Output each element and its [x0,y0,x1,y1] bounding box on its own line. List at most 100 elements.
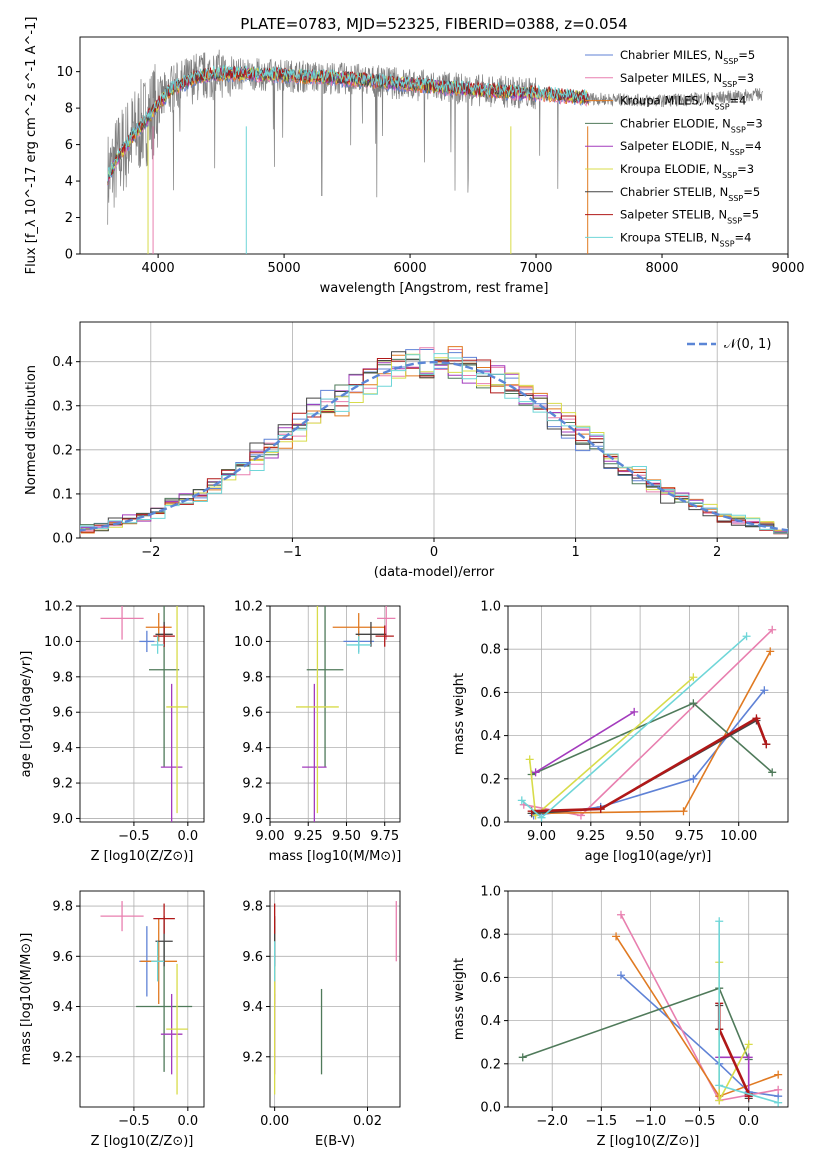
weight-point-marker [774,1085,783,1094]
model-spectrum-line [107,64,589,182]
y-axis-label: age [log10(age/yr)] [19,651,34,778]
x-axis-label: wavelength [Angstrom, rest frame] [320,281,549,296]
x-tick-label: 4000 [142,261,175,276]
plot-mass_vs_Z: −0.5 0.0 9.2 9.4 9.6 9.8 Z [log10(Z/Z⊙)] mass [… [19,890,205,1149]
weight-point-marker [774,1070,783,1079]
y-tick-label: 0.3 [52,399,73,414]
y-tick-label: 0.0 [52,532,73,547]
y-tick-label: 0.6 [480,686,501,701]
weight-point-marker [689,673,698,682]
x-axis-label: mass [log10(M/M⊙)] [269,849,402,864]
axes-frame [269,605,401,823]
y-tick-label: 4 [65,175,73,190]
x-tick-label: 8000 [645,261,678,276]
x-tick-label: −2 [141,545,160,560]
plot-area [80,346,788,536]
weight-point-marker [517,796,526,805]
model-spectrum-line [107,65,589,183]
weight-point-marker [616,910,625,919]
axes-frame [269,890,401,1108]
residual-histogram-step [80,353,788,535]
y-axis-label: Flux [f_λ 10^-17 erg cm^-2 s^-1 A^-1] [24,17,39,275]
x-tick-label: 6000 [394,261,427,276]
x-tick-label: 5000 [268,261,301,276]
axes-frame [507,890,789,1108]
x-tick-label: 9.00 [256,829,285,844]
x-axis-label: age [log10(age/yr)] [585,849,712,864]
weight-point-marker [596,805,605,814]
weight-point-marker [768,768,777,777]
y-tick-label: 9.2 [242,1050,263,1065]
y-tick-label: 0.4 [480,729,501,744]
x-tick-label: −0.5 [684,1114,716,1129]
normal-pdf-curve [80,360,788,532]
y-axis-label: Normed distribution [24,365,39,495]
axes-frame [79,605,205,823]
legend-label: Salpeter ELODIE, NSSP=4 [620,139,762,157]
y-tick-label: 9.2 [52,1050,73,1065]
weight-line [718,962,750,1101]
plot-spectrum: 4000 5000 6000 7000 8000 9000 0 2 4 6 8 10 wavelengt… [24,17,805,296]
weight-point-marker [689,774,698,783]
axes-frame [79,36,789,255]
plot-area [107,49,764,254]
weight-point-marker [762,740,771,749]
spectrum-legend: Chabrier MILES, NSSP=5 Salpeter MILES, NS… [585,48,763,248]
legend-label: Chabrier STELIB, NSSP=5 [620,185,760,203]
x-tick-label: −0.5 [118,829,150,844]
y-tick-label: 0.2 [480,1057,501,1072]
axes-frame [79,890,205,1108]
x-tick-label: 9000 [771,261,804,276]
plot-area [296,606,396,822]
weight-point-marker [689,699,698,708]
weight-point-marker [616,971,625,980]
y-tick-label: 9.2 [52,777,73,792]
weight-point-marker [744,1040,753,1049]
plots-layer: 4000 5000 6000 7000 8000 90000246810wavelengt… [19,17,805,1149]
y-axis-label: mass [log10(M/M⊙)] [19,933,34,1066]
y-tick-label: 9.0 [52,812,73,827]
x-tick-label: 0.00 [260,1114,289,1129]
weight-point-marker [612,932,621,941]
x-tick-label: 0.0 [738,1114,759,1129]
x-tick-label: 7000 [519,261,552,276]
legend-label: Salpeter STELIB, NSSP=5 [620,208,759,226]
plot-area [100,606,188,822]
y-tick-label: 9.4 [242,1000,263,1015]
weight-point-marker [518,1053,527,1062]
y-tick-label: 9.6 [242,950,263,965]
x-tick-label: 9.50 [332,829,361,844]
plot-area [517,625,777,822]
y-tick-label: 9.8 [242,900,263,915]
y-tick-label: 9.4 [52,1000,73,1015]
weight-line [522,987,750,1060]
x-tick-label: 0.0 [177,829,198,844]
y-tick-label: 10.2 [234,600,263,615]
y-tick-label: 1.0 [480,600,501,615]
x-tick-label: 0.0 [177,1114,198,1129]
weight-point-marker [742,632,751,641]
y-tick-label: 10 [56,65,73,80]
x-axis-label: (data-model)/error [374,565,495,580]
weight-point-marker [768,625,777,634]
y-tick-label: 10.2 [44,600,73,615]
x-tick-label: −1 [283,545,302,560]
y-tick-label: 6 [65,138,73,153]
y-tick-label: 0.1 [52,487,73,502]
y-tick-label: 9.6 [52,950,73,965]
y-tick-label: 2 [65,211,73,226]
y-tick-label: 0.4 [480,1014,501,1029]
weight-point-marker [531,768,540,777]
legend-label: 𝒩(0, 1) [724,337,771,352]
y-tick-label: 0.2 [52,443,73,458]
y-tick-label: 10.0 [44,635,73,650]
y-tick-label: 9.4 [242,741,263,756]
weight-point-marker [630,707,639,716]
weight-point-marker [679,807,688,816]
y-tick-label: 0.0 [480,816,501,831]
y-tick-label: 0.2 [480,772,501,787]
y-tick-label: 9.8 [52,900,73,915]
figure-title: PLATE=0783, MJD=52325, FIBERID=0388, z=0… [240,15,627,33]
weight-point-marker [774,1098,783,1107]
y-tick-label: 9.6 [52,706,73,721]
